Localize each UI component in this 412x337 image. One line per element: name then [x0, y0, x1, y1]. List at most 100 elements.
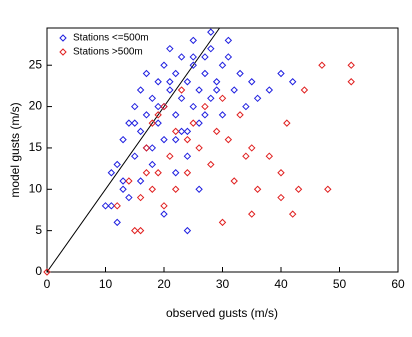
point: [142, 169, 151, 177]
point: [318, 61, 326, 69]
point: [142, 144, 151, 152]
x-tick-label: 20: [157, 277, 171, 291]
point: [207, 44, 215, 53]
point: [218, 94, 227, 103]
point: [171, 69, 180, 78]
x-tick-label: 40: [274, 277, 288, 291]
point: [136, 127, 145, 136]
point: [171, 111, 180, 119]
point: [201, 53, 209, 61]
point: [131, 152, 139, 160]
x-tick-label: 30: [216, 277, 230, 291]
x-tick-label: 60: [391, 277, 405, 291]
point: [253, 185, 262, 193]
point: [148, 185, 157, 193]
point: [154, 169, 162, 177]
point: [195, 119, 203, 127]
point: [195, 86, 203, 94]
point: [212, 86, 221, 94]
y-tick-label: 10: [29, 181, 43, 195]
y-axis-label: model gusts (m/s): [8, 102, 22, 197]
x-tick-label: 10: [99, 277, 113, 291]
point: [154, 102, 162, 111]
point: [177, 53, 186, 61]
point: [277, 169, 285, 177]
point: [154, 119, 162, 127]
point: [166, 152, 174, 160]
point: [212, 127, 221, 136]
point: [131, 102, 139, 111]
point: [189, 102, 197, 111]
point: [189, 119, 197, 127]
point: [207, 160, 215, 169]
point: [236, 111, 244, 119]
point: [43, 268, 51, 276]
point: [119, 177, 127, 185]
point: [201, 111, 209, 119]
point: [177, 86, 186, 94]
one-to-one-line: [46, 27, 220, 273]
point: [189, 61, 197, 69]
point: [294, 185, 303, 193]
point: [148, 119, 157, 127]
point: [154, 78, 162, 86]
point: [154, 111, 162, 119]
point: [183, 169, 192, 177]
x-tick-label: 50: [333, 277, 347, 291]
legend-label: Stations >500m: [73, 47, 143, 58]
legend-label: Stations <=500m: [73, 33, 149, 44]
point: [230, 177, 238, 185]
point: [183, 78, 192, 86]
legend-marker: [59, 48, 67, 56]
point: [218, 111, 227, 119]
point: [160, 135, 168, 144]
point: [207, 28, 215, 36]
point: [347, 78, 355, 86]
point: [224, 36, 233, 45]
point: [171, 185, 180, 193]
y-tick-label: 25: [29, 57, 43, 71]
point: [218, 61, 227, 69]
point: [113, 218, 121, 227]
point: [253, 94, 262, 103]
point: [324, 185, 332, 193]
point: [148, 160, 157, 169]
point: [136, 86, 145, 94]
point: [183, 152, 192, 160]
point: [236, 69, 244, 78]
point: [148, 144, 157, 152]
point: [171, 135, 180, 144]
point: [160, 210, 168, 218]
y-tick-label: 5: [35, 223, 42, 237]
point: [177, 94, 186, 103]
point: [283, 119, 291, 127]
x-tick-label: 0: [44, 277, 51, 291]
point: [189, 53, 197, 61]
point: [119, 135, 127, 144]
point: [160, 61, 168, 69]
point: [288, 78, 297, 86]
point: [224, 135, 233, 144]
y-tick-label: 20: [29, 99, 43, 113]
point: [195, 144, 203, 152]
point: [136, 193, 145, 202]
point: [113, 160, 121, 169]
point: [288, 210, 297, 218]
point: [171, 127, 180, 136]
point: [183, 226, 192, 235]
point: [248, 210, 256, 218]
point: [119, 185, 127, 193]
point: [242, 152, 250, 160]
point: [113, 202, 121, 210]
point: [265, 152, 274, 160]
point: [265, 86, 274, 94]
point: [136, 226, 145, 235]
point: [125, 119, 133, 127]
y-tick-label: 0: [35, 264, 42, 278]
point: [160, 202, 168, 210]
point: [166, 86, 174, 94]
point: [218, 218, 227, 227]
y-tick-label: 15: [29, 140, 43, 154]
legend-marker: [59, 34, 67, 42]
